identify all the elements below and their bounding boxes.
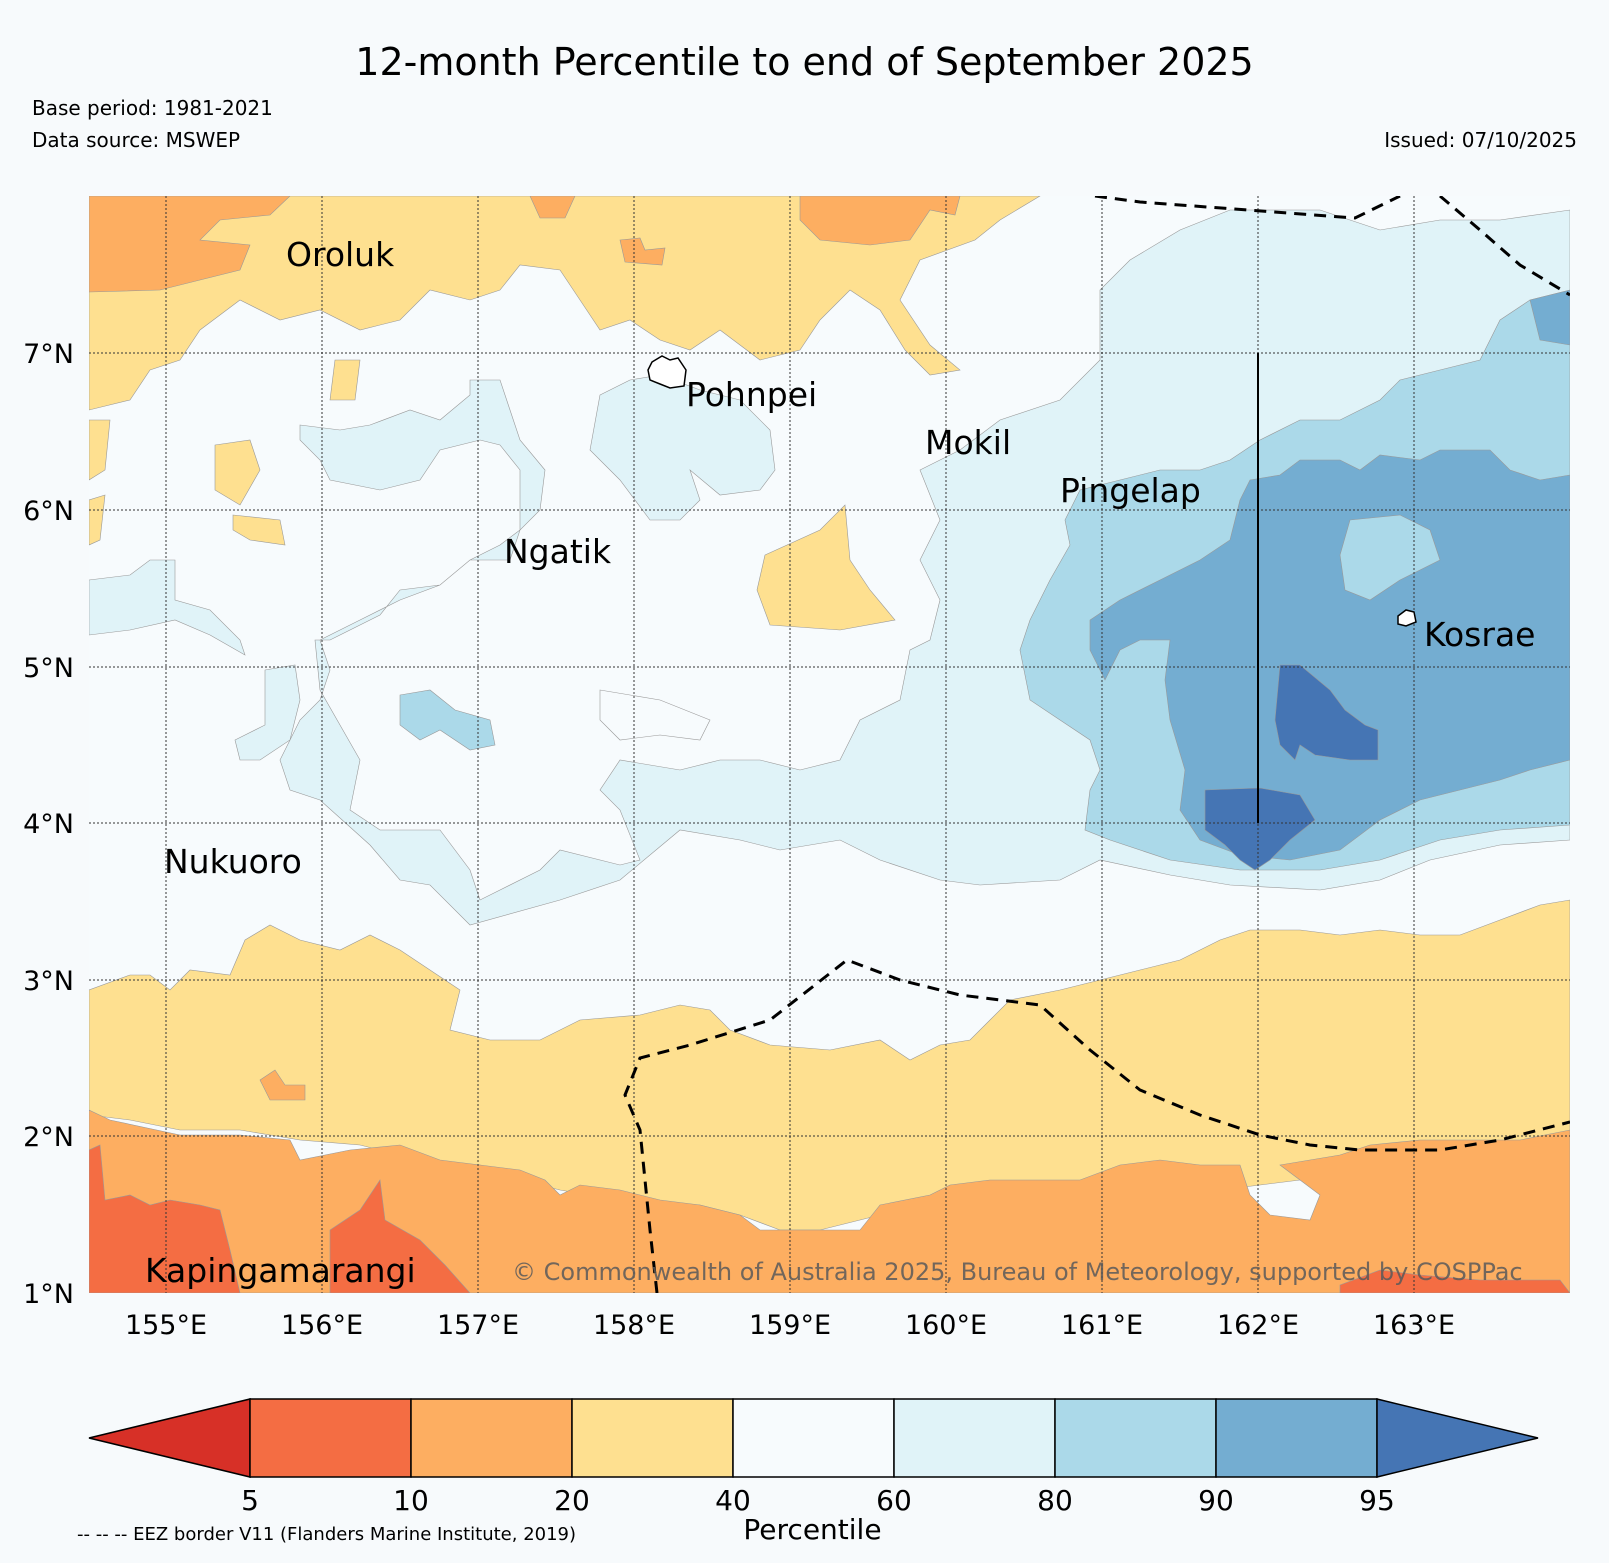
map-plot-area[interactable]: © Commonwealth of Australia 2025, Bureau…	[89, 196, 1570, 1293]
percentile-5-10-south	[329, 1179, 471, 1293]
percentile-20-40-north	[89, 196, 1041, 411]
lon-tick-label: 158°E	[593, 1310, 675, 1341]
colorbar-bin-5-10	[249, 1398, 412, 1478]
lon-tick-label: 155°E	[125, 1310, 207, 1341]
percentile-20-40-patch	[89, 419, 111, 481]
percentile-80-90-hole	[1339, 514, 1441, 601]
lat-tick-label: 7°N	[23, 339, 74, 370]
percentile-90-95-patch	[1529, 289, 1570, 346]
place-label-nukuoro: Nukuoro	[164, 842, 302, 881]
percentile-10-20-north	[799, 196, 961, 246]
place-label-pohnpei: Pohnpei	[686, 375, 817, 414]
percentile-10-20-north	[89, 196, 291, 293]
percentile-20-40-patch	[232, 514, 286, 546]
colorbar-tick-label: 90	[1198, 1484, 1234, 1517]
percentile-20-40-patch	[756, 504, 896, 631]
percentile-40-60-hole	[599, 689, 711, 741]
colorbar-tick-label: 95	[1359, 1484, 1395, 1517]
copyright-notice: © Commonwealth of Australia 2025, Bureau…	[512, 1258, 1523, 1286]
lat-tick-label: 2°N	[23, 1122, 74, 1153]
place-label-oroluk: Oroluk	[286, 235, 395, 274]
lon-tick-label: 160°E	[905, 1310, 987, 1341]
place-label-kapingamarangi: Kapingamarangi	[145, 1251, 416, 1290]
data-source-text: Data source: MSWEP	[32, 128, 241, 152]
page-title: 12-month Percentile to end of September …	[355, 40, 1254, 84]
lon-tick-label: 162°E	[1217, 1310, 1299, 1341]
place-label-kosrae: Kosrae	[1424, 615, 1535, 654]
place-label-pingelap: Pingelap	[1060, 471, 1201, 510]
kosrae-island-shape	[1397, 609, 1417, 627]
percentile-10-20-patch	[259, 1069, 306, 1101]
graticule	[89, 196, 1570, 1293]
percentile-10-20-south	[89, 1109, 1570, 1293]
lat-tick-label: 6°N	[23, 496, 74, 527]
lon-tick-label: 159°E	[749, 1310, 831, 1341]
issued-date-text: Issued: 07/10/2025	[1384, 128, 1577, 152]
lon-tick-label: 163°E	[1373, 1310, 1455, 1341]
eez-legend-footnote: -- -- -- EEZ border V11 (Flanders Marine…	[77, 1524, 577, 1545]
percentile-80-90-patch	[399, 689, 496, 751]
lat-tick-label: 3°N	[23, 966, 74, 997]
percentile-20-40-patch	[214, 439, 261, 506]
colorbar-tick-label: 60	[876, 1484, 912, 1517]
colorbar-tick-label: 5	[241, 1484, 259, 1517]
percentile-above-95-region	[1274, 664, 1379, 761]
colorbar-tick-label: 80	[1037, 1484, 1073, 1517]
lon-tick-label: 161°E	[1061, 1310, 1143, 1341]
colorbar-bin-40-60	[732, 1398, 895, 1478]
percentile-5-10-south	[1339, 1269, 1570, 1293]
percentile-10-20-north	[529, 196, 576, 219]
percentile-above-95-region	[1204, 787, 1316, 871]
colorbar-bin-60-80	[893, 1398, 1056, 1478]
base-period-text: Base period: 1981-2021	[32, 96, 273, 120]
colorbar-bin-80-90	[1054, 1398, 1217, 1478]
percentile-5-10-south	[89, 1144, 241, 1293]
percentile-20-40-patch	[329, 359, 361, 401]
lon-tick-label: 156°E	[281, 1310, 363, 1341]
colorbar-tick-label: 10	[393, 1484, 429, 1517]
colorbar-extend-above-95	[1376, 1398, 1539, 1478]
place-label-mokil: Mokil	[925, 423, 1011, 462]
percentile-60-80-region	[89, 559, 246, 656]
lat-tick-label: 5°N	[23, 653, 74, 684]
lat-tick-label: 4°N	[23, 809, 74, 840]
percentile-90-95-region	[1089, 449, 1570, 861]
colorbar	[88, 1398, 1539, 1478]
lat-tick-label: 1°N	[23, 1279, 74, 1310]
colorbar-label: Percentile	[743, 1513, 882, 1546]
percentile-10-20-north	[619, 237, 666, 266]
colorbar-bin-90-95	[1215, 1398, 1378, 1478]
colorbar-bin-20-40	[571, 1398, 734, 1478]
eez-border	[623, 196, 1570, 1293]
colorbar-tick-label: 40	[715, 1484, 751, 1517]
percentile-20-40-patch	[89, 494, 106, 546]
colorbar-extend-below-5	[88, 1398, 251, 1478]
place-label-ngatik: Ngatik	[504, 532, 612, 571]
pohnpei-island-shape	[647, 355, 687, 389]
percentile-60-80-patch	[234, 664, 301, 761]
colorbar-tick-label: 20	[554, 1484, 590, 1517]
lon-tick-label: 157°E	[437, 1310, 519, 1341]
colorbar-bin-10-20	[410, 1398, 573, 1478]
